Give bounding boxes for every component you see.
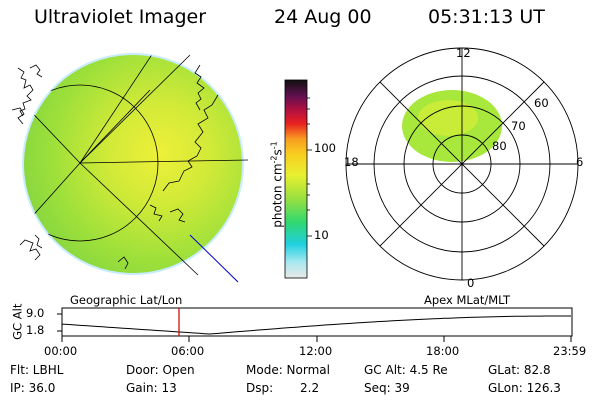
image-date: 24 Aug 00	[274, 6, 372, 28]
mlt-label-6: 6	[576, 155, 584, 169]
instrument-title: Ultraviolet Imager	[34, 6, 207, 28]
gc-alt-axis-label: GC Alt	[10, 303, 25, 340]
xtick-0000: 00:00	[44, 344, 78, 358]
footer-mode: Mode: Normal	[246, 363, 330, 377]
mlat-label-80: 80	[492, 139, 507, 153]
colorbar-unit-label: photon cm-2s-1	[269, 141, 285, 228]
ytick-1-8: 1.8	[26, 323, 45, 337]
xtick-2359: 23:59	[553, 344, 587, 358]
mlat-label-60: 60	[534, 96, 549, 110]
footer-gc-alt: GC Alt: 4.5 Re	[364, 363, 448, 377]
footer-seq: Seq: 39	[364, 381, 410, 395]
altitude-curve	[61, 315, 571, 335]
colorbar-tick-10: 10	[314, 228, 329, 242]
colorbar-scale	[284, 79, 308, 279]
footer-glat: GLat: 82.8	[488, 363, 551, 377]
mlat-label-70: 70	[511, 119, 526, 133]
xtick-1800: 18:00	[426, 344, 460, 358]
footer-filter: Flt: LBHL	[10, 363, 64, 377]
footer-gain: Gain: 13	[126, 381, 177, 395]
xtick-1200: 12:00	[299, 344, 333, 358]
mlt-label-18: 18	[344, 155, 359, 169]
geographic-panel	[11, 53, 249, 283]
xtick-0600: 06:00	[171, 344, 205, 358]
footer-ip: IP: 36.0	[10, 381, 56, 395]
mlt-label-0: 0	[467, 276, 475, 290]
polar-panel	[345, 47, 579, 281]
apex-label: Apex MLat/MLT	[424, 293, 511, 307]
footer-dsp-value: 2.2	[300, 381, 320, 395]
geographic-label: Geographic Lat/Lon	[70, 293, 183, 307]
image-time: 05:31:13 UT	[428, 6, 545, 28]
spacecraft-track	[189, 234, 239, 283]
ytick-9: 9.0	[26, 306, 45, 320]
colorbar-ticks	[307, 97, 312, 237]
latitude-circle	[23, 84, 159, 242]
coastlines	[11, 64, 219, 270]
uvi-earth-disk	[22, 53, 244, 275]
footer-door: Door: Open	[126, 363, 195, 377]
footer-dsp-label: Dsp:	[246, 381, 274, 395]
footer-glon: GLon: 126.3	[488, 381, 561, 395]
altitude-plot	[57, 307, 573, 342]
colorbar-tick-100: 100	[314, 141, 336, 155]
geo-grid-lines	[79, 54, 249, 276]
mlt-label-12: 12	[456, 46, 471, 60]
